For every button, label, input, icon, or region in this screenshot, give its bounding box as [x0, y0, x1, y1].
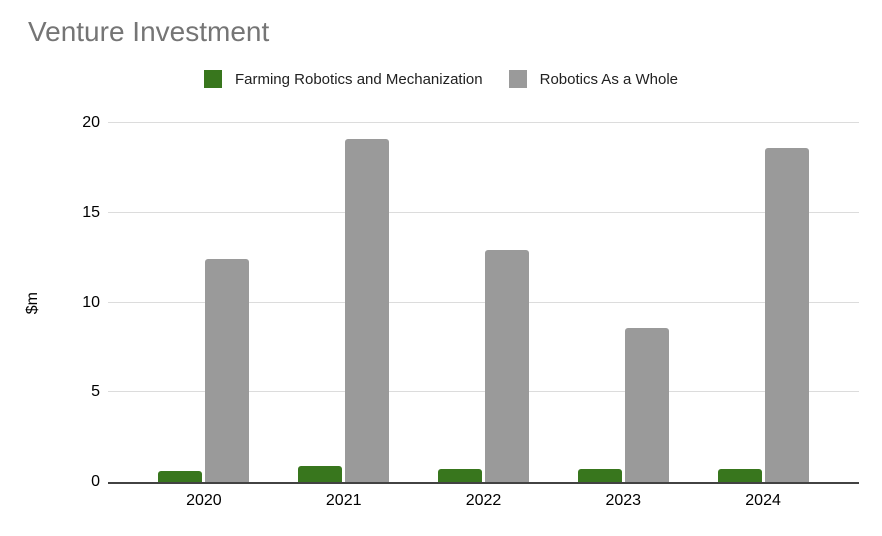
gridline-5 — [108, 391, 859, 393]
bar-2022-farming-robotics — [437, 469, 482, 482]
legend-item-farming-robotics: Farming Robotics and Mechanization — [203, 70, 483, 88]
y-tick-label-0: 0 — [91, 473, 100, 490]
y-tick-label-5: 5 — [91, 383, 100, 401]
x-tick-label-2020: 2020 — [186, 492, 222, 509]
x-tick-label-2024: 2024 — [745, 492, 781, 509]
bar-group-2020: 2020 — [134, 123, 274, 509]
y-tick-label-10: 10 — [82, 293, 100, 311]
chart-title: Venture Investment — [28, 16, 270, 47]
bar-group-2023: 2023 — [553, 123, 693, 509]
gridline-10 — [108, 301, 859, 303]
bar-2023-robotics-whole — [624, 327, 669, 482]
gridline-20 — [108, 122, 859, 123]
bar-2020-farming-robotics — [158, 471, 203, 482]
legend: Farming Robotics and Mechanization Robot… — [0, 70, 882, 88]
legend-item-robotics-whole: Robotics As a Whole — [508, 70, 679, 88]
legend-label-farming-robotics: Farming Robotics and Mechanization — [234, 70, 483, 88]
bar-2024-farming-robotics — [717, 469, 762, 482]
bar-2020-robotics-whole — [205, 259, 250, 482]
x-tick-label-2022: 2022 — [465, 492, 502, 509]
y-axis-tick-labels: 0 5 10 15 20 — [0, 114, 100, 490]
legend-label-robotics-whole: Robotics As a Whole — [539, 70, 679, 88]
plot-area: 2020 2021 2022 2023 2024 — [108, 122, 859, 509]
x-tick-label-2023: 2023 — [605, 492, 642, 509]
legend-swatch-green-icon — [203, 70, 222, 88]
legend-swatch-gray-icon — [508, 70, 527, 88]
bar-2021-robotics-whole — [345, 139, 390, 482]
bar-group-2022: 2022 — [414, 123, 554, 509]
bar-group-2021: 2021 — [274, 123, 414, 509]
bar-2022-robotics-whole — [484, 250, 529, 482]
gridline-15 — [108, 211, 859, 213]
bar-group-2024: 2024 — [693, 123, 833, 509]
bar-2021-farming-robotics — [298, 465, 343, 482]
y-tick-label-20: 20 — [82, 114, 100, 131]
bar-2023-farming-robotics — [577, 469, 622, 482]
bar-2024-robotics-whole — [764, 148, 809, 482]
x-tick-label-2021: 2021 — [325, 492, 362, 509]
y-tick-label-15: 15 — [82, 203, 100, 221]
